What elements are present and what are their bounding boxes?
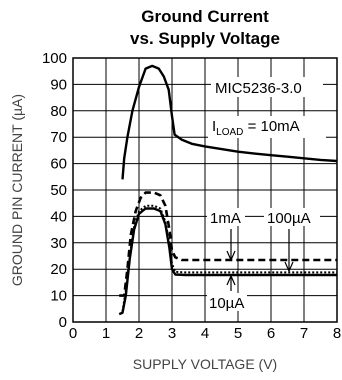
y-tick-label: 20	[50, 261, 67, 278]
y-tick-label: 100	[42, 50, 67, 67]
grid	[72, 57, 338, 323]
series-1ma-arrowhead	[226, 250, 236, 262]
series-100ua-arrowhead	[284, 261, 294, 273]
part-number-label: MIC5236-3.0	[215, 80, 302, 97]
y-tick-label: 80	[50, 103, 67, 120]
chart-title-line-2: vs. Supply Voltage	[130, 29, 280, 48]
x-tick-label: 4	[201, 325, 209, 342]
y-tick-label: 0	[59, 314, 67, 331]
x-tick-label: 1	[102, 325, 110, 342]
iload-label-background	[208, 116, 326, 138]
chart-title-line-1: Ground Current	[141, 7, 269, 26]
x-tick-label: 7	[300, 325, 308, 342]
y-tick-label: 30	[50, 235, 67, 252]
x-tick-label: 5	[234, 325, 242, 342]
y-tick-label: 70	[50, 129, 67, 146]
x-tick-label: 3	[168, 325, 176, 342]
series-line-10ma	[121, 64, 338, 180]
y-tick-label: 90	[50, 76, 67, 93]
part-label-background	[211, 77, 323, 97]
series-10ua-label-background	[207, 293, 247, 311]
plot-frame	[72, 57, 338, 323]
series-1ma-label-background	[207, 208, 245, 226]
iload-value: = 10mA	[243, 118, 299, 135]
x-tick-label: 0	[69, 325, 77, 342]
x-axis-label: SUPPLY VOLTAGE (V)	[133, 356, 277, 372]
series-line-1ma	[119, 191, 337, 297]
y-tick-label: 60	[50, 156, 67, 173]
iload-label: ILOAD = 10mA	[212, 118, 300, 138]
series-100ua-label: 100µA	[267, 210, 311, 227]
series-group	[118, 64, 338, 316]
series-1ma-label: 1mA	[210, 210, 241, 227]
x-tick-label: 6	[267, 325, 275, 342]
y-tick-label: 50	[50, 182, 67, 199]
x-tick-label: 8	[333, 325, 341, 342]
y-tick-label: 40	[50, 208, 67, 225]
iload-prefix: I	[212, 118, 216, 135]
x-tick-label: 2	[135, 325, 143, 342]
series-line-10a	[118, 207, 337, 316]
series-10ua-arrowhead	[226, 274, 236, 286]
series-100ua-label-background	[264, 208, 320, 226]
iload-subscript: LOAD	[216, 127, 243, 138]
series-10ua-label: 10µA	[209, 295, 244, 312]
y-tick-label: 10	[50, 288, 67, 305]
y-axis-label: GROUND PIN CURRENT (µA)	[9, 94, 25, 286]
